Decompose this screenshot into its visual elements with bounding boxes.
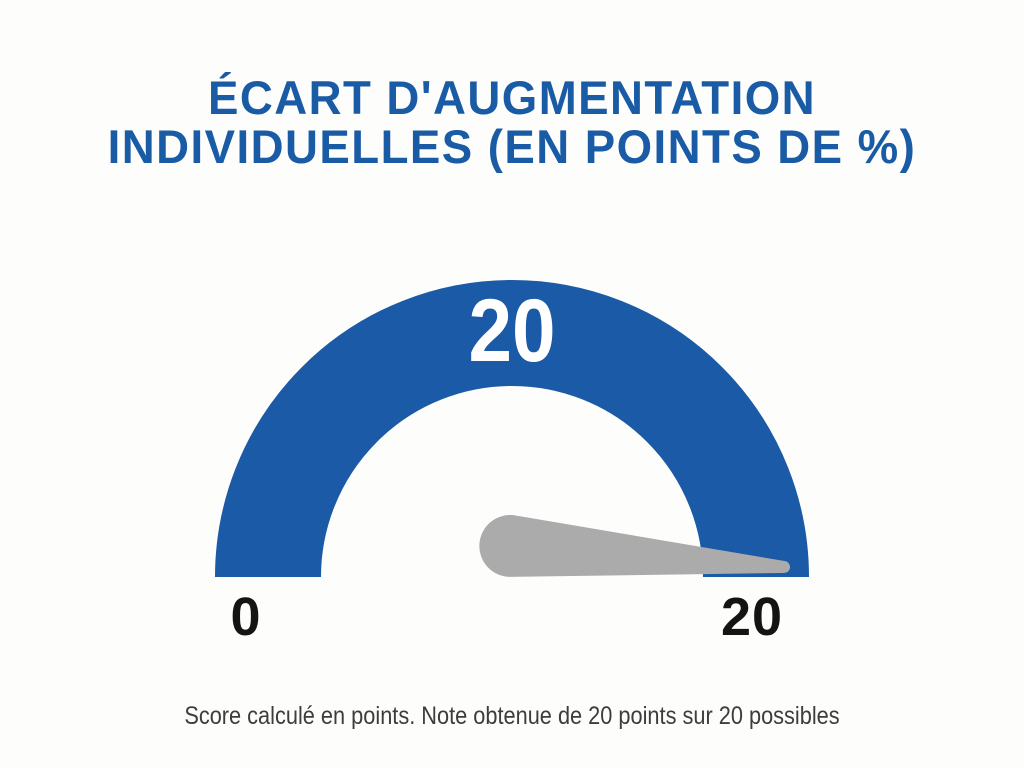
gauge-max-label: 20: [720, 587, 784, 647]
page-title: ÉCART D'AUGMENTATION INDIVIDUELLES (EN P…: [15, 71, 1008, 173]
gauge-needle-icon: [479, 514, 791, 577]
page-title-line1: ÉCART D'AUGMENTATION: [207, 71, 817, 124]
page-title-line2: INDIVIDUELLES (EN POINTS DE %): [107, 119, 917, 173]
gauge-arc: [215, 280, 809, 578]
caption-text: Score calculé en points. Note obtenue de…: [184, 702, 840, 730]
gauge-min-label: 0: [230, 587, 262, 647]
gauge-value-label: 20: [468, 280, 556, 380]
